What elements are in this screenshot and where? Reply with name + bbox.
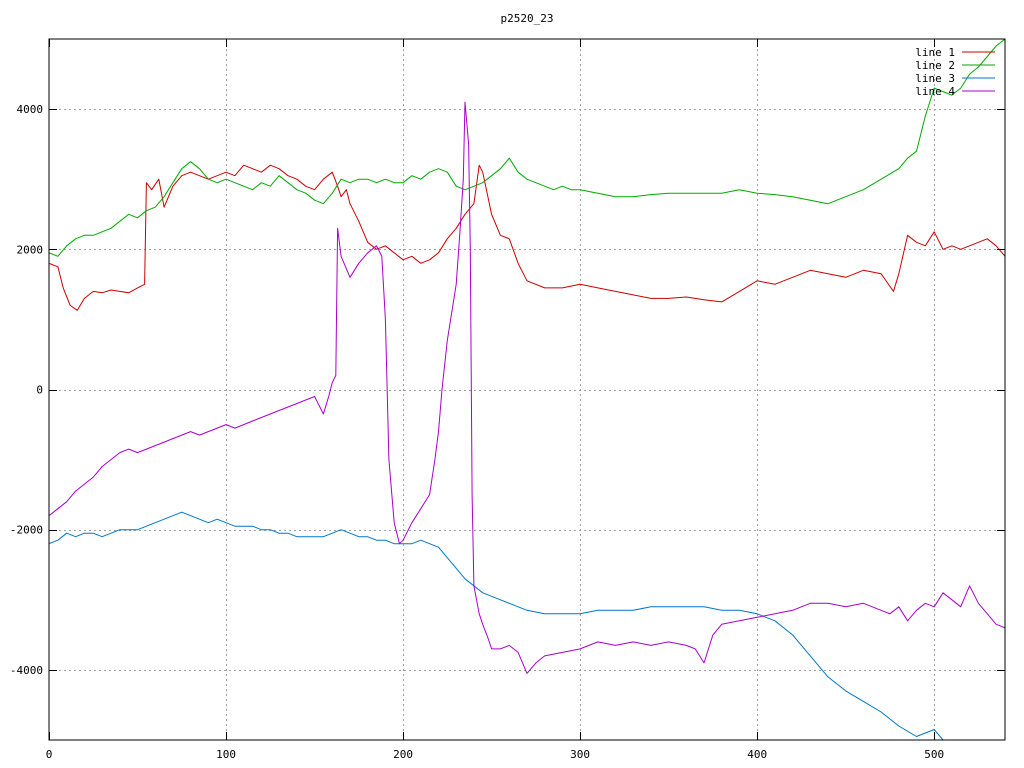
x-tick-label: 100	[216, 748, 236, 761]
y-tick-label: -4000	[10, 664, 43, 677]
series-line-3	[49, 511, 952, 740]
series-lines	[49, 39, 1005, 740]
legend-label-4: line 4	[915, 85, 955, 98]
series-line-2	[49, 39, 1005, 257]
series-line-1	[49, 164, 1005, 311]
x-tick-label: 400	[747, 748, 767, 761]
plot-area-frame	[48, 38, 1006, 741]
y-tick-label: 2000	[17, 243, 44, 256]
legend-label-1: line 1	[915, 46, 955, 59]
x-tick-label: 200	[393, 748, 413, 761]
y-tick-label: -2000	[10, 524, 43, 537]
axis-ticks: 0 100 200 300 400 500 -4000 -2000 0 2000 4000	[10, 39, 1005, 761]
x-tick-label: 0	[46, 748, 53, 761]
x-tick-label: 500	[924, 748, 944, 761]
series-line-4	[49, 101, 1005, 674]
legend-label-3: line 3	[915, 72, 955, 85]
y-tick-label: 0	[36, 384, 43, 397]
chart-title: p2520_23	[501, 12, 554, 25]
legend-label-2: line 2	[915, 59, 955, 72]
y-tick-label: 4000	[17, 103, 44, 116]
grid-lines	[49, 39, 1005, 740]
x-tick-label: 300	[570, 748, 590, 761]
